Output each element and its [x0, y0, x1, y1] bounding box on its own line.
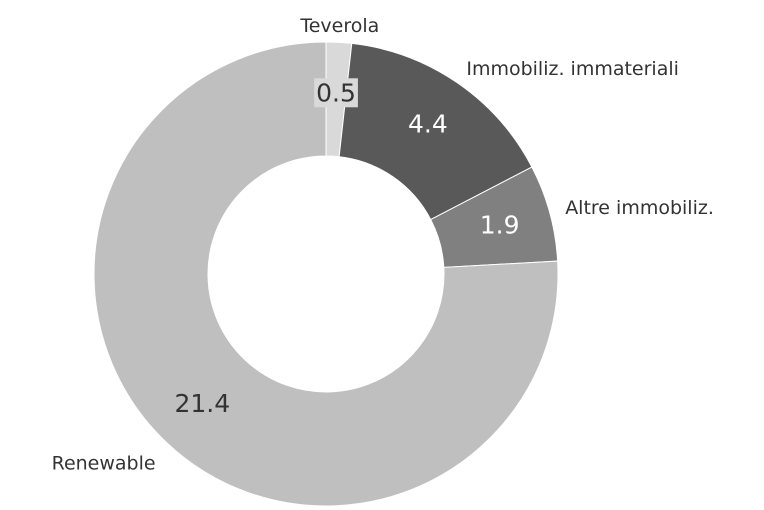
category-label: Altre immobiliz.: [565, 197, 714, 219]
value-label-bg: [172, 388, 233, 418]
value-label-bg: [477, 210, 522, 240]
category-label: Renewable: [52, 453, 156, 475]
value-label: 21.4: [174, 389, 230, 418]
category-label: Immobiliz. immateriali: [466, 58, 679, 80]
value-label: 1.9: [480, 210, 520, 239]
value-label: 4.4: [408, 110, 448, 139]
value-label-bg: [314, 78, 358, 108]
value-label-bg: [405, 109, 450, 139]
category-label: Teverola: [299, 15, 379, 37]
value-label: 0.5: [316, 78, 356, 107]
